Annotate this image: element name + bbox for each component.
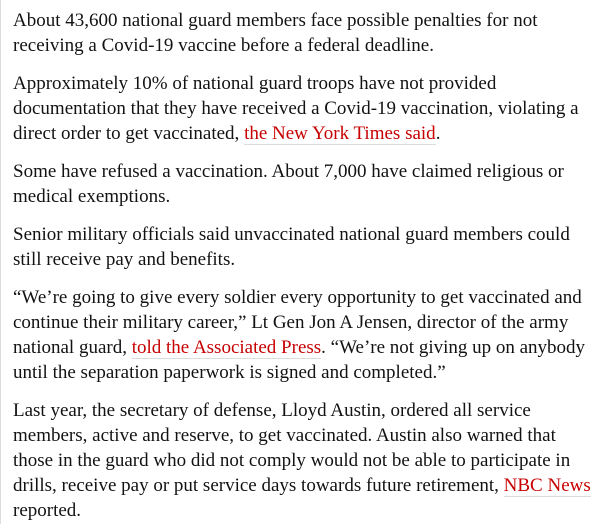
paragraph-text: “We’re going to give every soldier every… [13,287,582,358]
paragraph-text: . “We’re not giving up on anybody until … [13,337,586,383]
paragraph-text: Approximately 10% of national guard troo… [13,73,579,144]
paragraph: About 43,600 national guard members face… [13,8,596,58]
inline-source-link[interactable]: told the Associated Press [131,337,322,359]
paragraph-text: Some have refused a vaccination. About 7… [13,161,564,207]
paragraph-text: reported. [13,500,82,521]
paragraph-text: Senior military officials said unvaccina… [13,224,570,270]
paragraph: Some have refused a vaccination. About 7… [13,159,596,209]
inline-source-link[interactable]: the New York Times said [244,123,436,145]
paragraph: Approximately 10% of national guard troo… [13,71,596,146]
paragraph: Last year, the secretary of defense, Llo… [13,398,596,523]
paragraph: “We’re going to give every soldier every… [13,285,596,385]
paragraph-text: About 43,600 national guard members face… [13,10,538,56]
paragraph-text: Last year, the secretary of defense, Llo… [13,400,571,496]
paragraph-text: . [435,123,441,144]
inline-source-link[interactable]: NBC News [503,475,591,497]
paragraph: Senior military officials said unvaccina… [13,222,596,272]
